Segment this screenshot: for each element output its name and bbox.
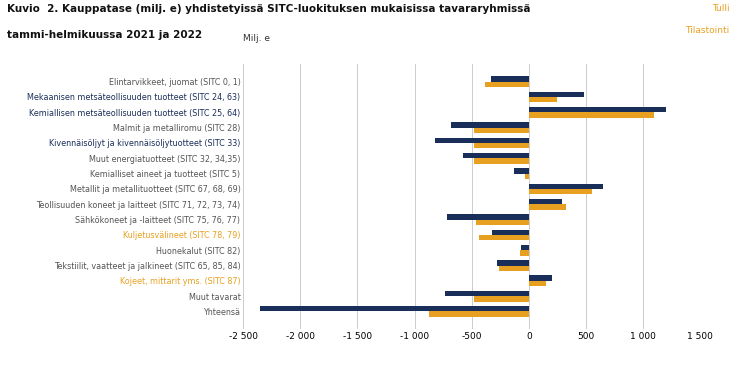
Text: tammi-helmikuussa 2021 ja 2022: tammi-helmikuussa 2021 ja 2022 xyxy=(7,30,203,40)
Bar xyxy=(476,220,528,225)
Bar xyxy=(528,189,592,194)
Bar xyxy=(486,82,528,87)
Bar xyxy=(445,291,528,296)
Bar xyxy=(521,245,528,250)
Bar xyxy=(528,91,584,97)
Bar xyxy=(528,199,562,204)
Bar xyxy=(528,276,551,281)
Bar xyxy=(474,128,528,133)
Bar xyxy=(491,76,528,82)
Bar xyxy=(474,143,528,148)
Text: Kuvio  2. Kauppatase (milj. e) yhdistetyissä SITC-luokituksen mukaisissa tavarar: Kuvio 2. Kauppatase (milj. e) yhdistetyi… xyxy=(7,4,531,14)
Bar xyxy=(260,306,528,311)
Bar xyxy=(514,168,528,174)
Bar xyxy=(430,311,528,317)
Bar xyxy=(447,214,528,220)
Bar xyxy=(478,235,528,240)
Bar xyxy=(497,260,528,265)
Bar xyxy=(528,204,567,209)
Bar xyxy=(528,184,603,189)
Bar xyxy=(463,153,528,158)
Bar xyxy=(520,250,528,256)
Bar xyxy=(528,112,654,118)
Text: Milj. e: Milj. e xyxy=(243,34,270,43)
Bar xyxy=(474,296,528,302)
Bar xyxy=(525,174,528,179)
Bar xyxy=(528,97,557,102)
Bar xyxy=(435,138,528,143)
Bar xyxy=(451,122,528,128)
Bar xyxy=(499,265,528,271)
Bar xyxy=(528,107,666,112)
Text: Tulli: Tulli xyxy=(712,4,730,13)
Bar xyxy=(474,158,528,164)
Bar xyxy=(528,281,546,286)
Bar xyxy=(492,229,528,235)
Text: Tilastointi: Tilastointi xyxy=(685,26,730,36)
